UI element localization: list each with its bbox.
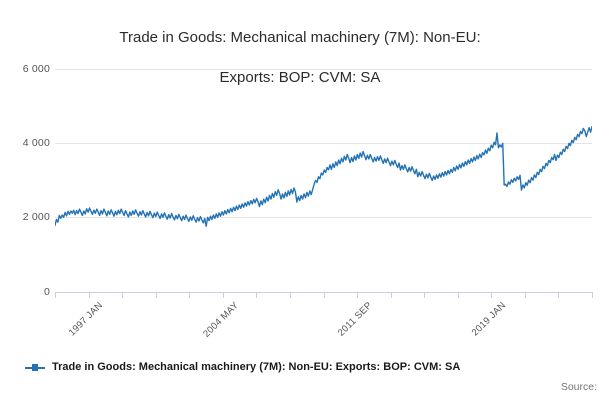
y-axis: 6 000 4 000 2 000 0 <box>0 0 50 400</box>
x-axis-tick <box>55 292 56 298</box>
x-tick-label-2011-sep: 2011 SEP <box>335 300 374 339</box>
x-axis-tick <box>122 292 124 298</box>
series-line <box>55 125 592 227</box>
y-tick-label-0: 0 <box>43 286 50 298</box>
x-axis-tick <box>558 292 560 298</box>
x-tick-label-2019-jan: 2019 JAN <box>469 300 508 339</box>
source-note: Source: <box>560 381 597 393</box>
y-tick-label-2000: 2 000 <box>22 211 50 223</box>
chart-legend[interactable]: Trade in Goods: Mechanical machinery (7M… <box>25 361 460 373</box>
x-axis-tick <box>390 292 392 298</box>
x-axis-tick <box>155 292 157 298</box>
x-axis-tick <box>256 292 258 298</box>
chart-title-line-2: Exports: BOP: CVM: SA <box>219 69 381 86</box>
x-axis-tick <box>88 292 90 298</box>
y-tick-label-6000: 6 000 <box>22 63 50 75</box>
chart-title-line-1: Trade in Goods: Mechanical machinery (7M… <box>119 29 481 46</box>
x-axis-tick <box>189 292 191 298</box>
x-axis-tick <box>357 292 359 298</box>
x-axis-tick <box>457 292 459 298</box>
gridlines <box>55 69 592 218</box>
x-tick-label-2004-may: 2004 MAY <box>201 300 242 340</box>
x-axis-tick <box>289 292 291 298</box>
legend-item-label: Trade in Goods: Mechanical machinery (7M… <box>52 361 461 373</box>
x-axis-tick <box>491 292 493 298</box>
chart-title: Trade in Goods: Mechanical machinery (7M… <box>0 8 600 108</box>
plot-area <box>55 69 592 292</box>
legend-line-marker-icon <box>25 362 45 373</box>
x-axis-tick <box>323 292 325 298</box>
x-tick-label-1997-jan: 1997 JAN <box>66 300 106 339</box>
series-plot <box>55 69 592 227</box>
x-axis-tick <box>524 292 526 298</box>
x-axis-tick <box>424 292 426 298</box>
x-axis-tick <box>222 292 224 298</box>
x-axis-tick <box>592 292 593 298</box>
y-tick-label-4000: 4 000 <box>22 137 50 149</box>
